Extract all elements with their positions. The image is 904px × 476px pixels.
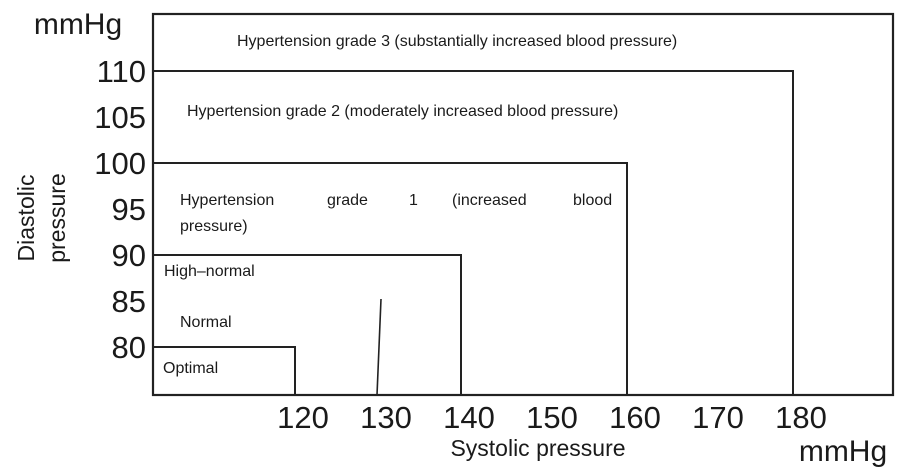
zone-labels: Hypertension grade 3 (substantially incr… [163, 33, 677, 377]
y-tick-95: 95 [112, 192, 146, 227]
y-tick-105: 105 [94, 100, 146, 135]
zone-label-grade-1-word-3: (increased [452, 192, 527, 209]
zone-boundary-normal [376, 298, 382, 396]
zone-boundary-1 [153, 70, 794, 395]
zone-boundaries [153, 70, 794, 396]
zone-boundary-2 [153, 162, 628, 395]
x-tick-150: 150 [526, 400, 578, 435]
x-tick-170: 170 [692, 400, 744, 435]
y-tick-labels: 80 85 90 95 100 105 110 [94, 54, 146, 365]
zone-label-grade-1-line-2: pressure) [180, 218, 248, 235]
y-tick-100: 100 [94, 146, 146, 181]
y-tick-110: 110 [97, 54, 146, 89]
y-unit-label: mmHg [34, 8, 122, 41]
x-tick-160: 160 [609, 400, 661, 435]
x-unit-label: mmHg [799, 435, 887, 468]
zone-label-1: Hypertension grade 2 (moderately increas… [187, 103, 618, 120]
zone-boundary-3 [153, 254, 462, 395]
zone-label-grade-1-word-1: grade [327, 192, 368, 209]
y-tick-90: 90 [112, 238, 146, 273]
x-axis-title: Systolic pressure [450, 435, 625, 461]
plot-frame [151, 12, 895, 397]
y-tick-85: 85 [112, 284, 146, 319]
x-tick-130: 130 [360, 400, 412, 435]
zone-label-4: Normal [180, 314, 232, 331]
x-tick-120: 120 [277, 400, 329, 435]
zone-label-grade-1-word-2: 1 [409, 192, 418, 209]
zone-label-grade-1-word-4: blood [573, 192, 612, 209]
zone-label-5: Optimal [163, 360, 218, 377]
y-axis-title-line-2: pressure [44, 173, 70, 262]
y-axis-title-line-1: Diastolic [13, 175, 39, 262]
x-tick-180: 180 [775, 400, 827, 435]
zone-label-grade-1: Hypertension grade 1 (increased blood pressur… [180, 192, 612, 235]
y-tick-80: 80 [112, 330, 146, 365]
x-tick-140: 140 [443, 400, 495, 435]
zone-label-3: High–normal [164, 263, 255, 280]
x-tick-labels: 120 130 140 150 160 170 180 [277, 400, 827, 435]
zone-boundary-5 [153, 346, 296, 395]
zone-label-grade-1-word-0: Hypertension [180, 192, 274, 209]
y-axis-title-group: Diastolic pressure [13, 173, 70, 262]
zone-label-0: Hypertension grade 3 (substantially incr… [237, 33, 677, 50]
